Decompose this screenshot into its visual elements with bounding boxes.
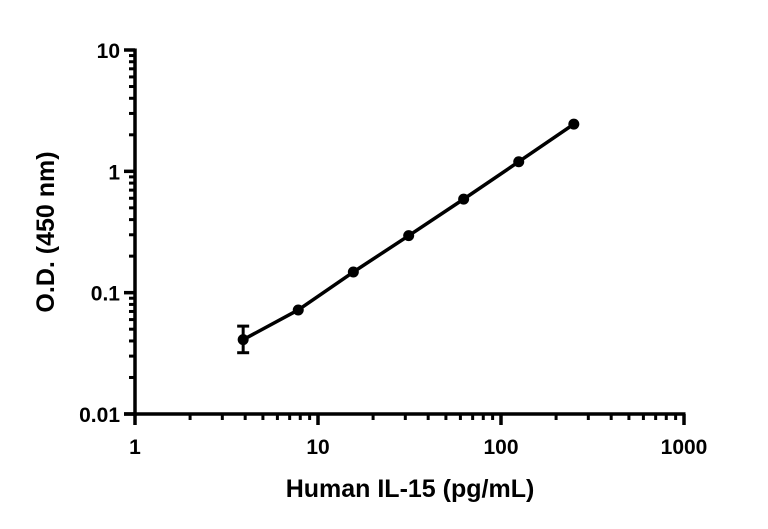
- y-axis-title: O.D. (450 nm): [32, 151, 60, 312]
- x-tick-label: 10: [306, 436, 329, 459]
- y-tick-label: 1: [108, 161, 120, 184]
- x-axis: 1 10 100 1000: [124, 412, 708, 459]
- x-tick-label: 100: [483, 436, 518, 459]
- x-tick-label: 1: [129, 436, 141, 459]
- x-tick-label: 1000: [661, 436, 708, 459]
- data-series: [237, 118, 580, 355]
- data-point: [513, 156, 525, 168]
- data-point: [458, 193, 470, 205]
- data-point: [292, 304, 304, 316]
- data-point: [568, 118, 580, 130]
- data-point: [403, 230, 415, 242]
- y-tick-label: 0.1: [91, 283, 121, 306]
- y-tick-label: 0.01: [79, 404, 120, 427]
- y-axis: 0.01 0.1 1 10: [79, 40, 137, 427]
- y-tick-label: 10: [97, 40, 120, 63]
- data-point: [347, 266, 359, 278]
- data-point: [237, 334, 249, 346]
- x-axis-title: Human IL-15 (pg/mL): [286, 475, 535, 503]
